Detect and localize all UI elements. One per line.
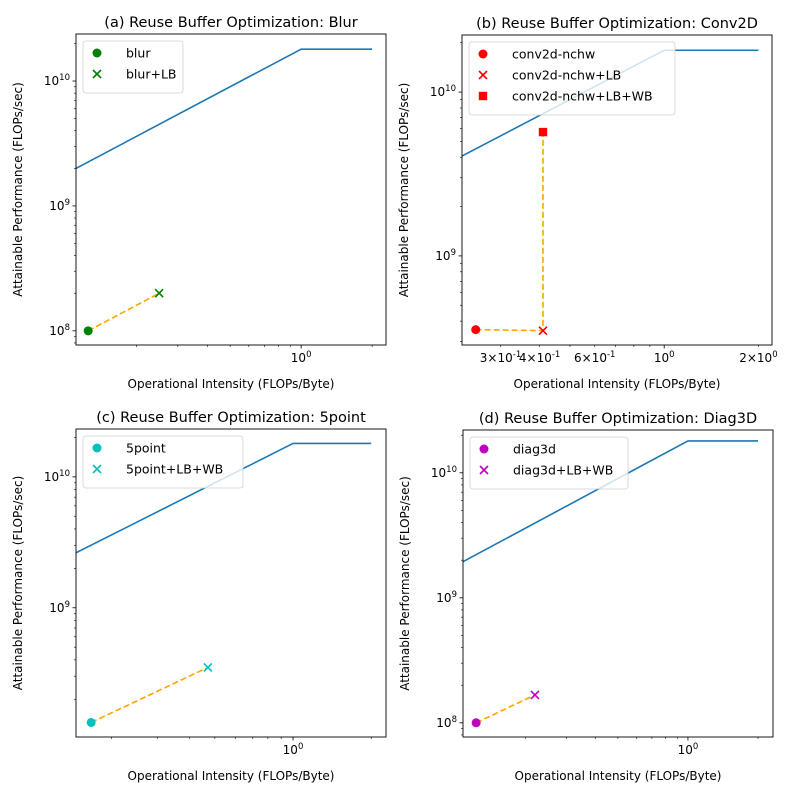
legend-box xyxy=(82,435,244,489)
subplot-title: (c) Reuse Buffer Optimization: 5point xyxy=(96,410,366,426)
data-point-diag3d+LB+WB-stroke xyxy=(530,690,540,700)
y-tick-label: 108 xyxy=(436,715,457,730)
data-point-conv2d-nchw xyxy=(471,325,481,335)
data-point-conv2d-nchw+LB+WB xyxy=(538,127,548,137)
legend-label: conv2d-nchw+LB xyxy=(512,68,621,83)
legend-label: conv2d-nchw xyxy=(512,47,595,62)
data-point-diag3d+LB+WB xyxy=(530,690,540,700)
x-tick-label: 2×100 xyxy=(739,350,777,365)
connector-line xyxy=(87,292,160,332)
legend-label: diag3d+LB+WB xyxy=(513,463,613,478)
data-point-conv2d-nchw+LB-stroke xyxy=(538,326,548,336)
legend-marker-conv2d-nchw xyxy=(478,49,488,59)
legend-label: conv2d-nchw+LB+WB xyxy=(512,89,653,104)
y-tick-label: 109 xyxy=(49,600,70,615)
legend-label: blur xyxy=(126,46,151,61)
connector-line xyxy=(475,132,544,332)
y-axis-label: Attainable Performance (FLOPs/sec) xyxy=(398,476,412,691)
subplot-title: (b) Reuse Buffer Optimization: Conv2D xyxy=(476,16,758,32)
legend-box xyxy=(468,41,676,116)
x-axis-label: Operational Intensity (FLOPs/Byte) xyxy=(128,377,335,391)
legend: conv2d-nchw conv2d-nchw+LB conv2d-nchw+LB+… xyxy=(468,41,676,116)
axes-frame xyxy=(75,428,387,738)
y-tick-label: 109 xyxy=(49,198,70,213)
legend-marker-5point+LB+WB-stroke xyxy=(92,464,102,474)
subplot-d: (d) Reuse Buffer Optimization: Diag3D 100… xyxy=(398,411,774,783)
legend-box xyxy=(82,40,184,94)
subplot-c: (c) Reuse Buffer Optimization: 5point 100… xyxy=(11,410,387,783)
plot-area xyxy=(76,48,373,336)
data-point-blur+LB xyxy=(154,288,164,298)
legend-marker-diag3d+LB+WB xyxy=(479,465,489,475)
legend-label: diag3d xyxy=(513,442,556,457)
legend-marker-diag3d xyxy=(479,444,489,454)
x-axis-label: Operational Intensity (FLOPs/Byte) xyxy=(515,769,722,783)
legend: diag3d diag3d+LB+WB xyxy=(469,436,629,490)
legend-box xyxy=(469,436,629,490)
legend-marker-conv2d-nchw+LB+WB xyxy=(478,91,488,101)
data-point-5point+LB+WB-stroke xyxy=(203,662,213,673)
legend-marker-conv2d-nchw+LB-stroke xyxy=(478,70,488,80)
legend-marker-conv2d-nchw+LB xyxy=(478,70,488,80)
y-tick-label: 1010 xyxy=(44,73,70,88)
x-tick-label: 4×10-1 xyxy=(519,350,560,365)
roofline xyxy=(76,48,373,170)
roofline xyxy=(463,440,758,563)
x-axis-label: Operational Intensity (FLOPs/Byte) xyxy=(514,377,721,391)
legend-marker-5point+LB+WB xyxy=(92,464,102,474)
plot-area xyxy=(463,440,758,728)
subplot-title: (a) Reuse Buffer Optimization: Blur xyxy=(104,15,357,31)
connector-line xyxy=(90,666,209,724)
data-point-blur xyxy=(83,326,93,336)
legend-label: 5point xyxy=(126,441,166,456)
connector-line xyxy=(475,694,536,724)
legend: blur blur+LB xyxy=(82,40,184,94)
legend-marker-5point xyxy=(92,443,102,453)
legend-marker-blur xyxy=(92,48,102,58)
subplot-a: (a) Reuse Buffer Optimization: Blur 100 10… xyxy=(11,15,387,391)
roofline xyxy=(76,442,372,554)
subplot-title: (d) Reuse Buffer Optimization: Diag3D xyxy=(479,411,757,427)
y-tick-label: 1010 xyxy=(44,469,70,484)
x-tick-label: 6×10-1 xyxy=(574,350,615,365)
y-tick-label: 1010 xyxy=(430,84,456,99)
x-tick-label: 100 xyxy=(291,350,312,365)
legend-marker-blur+LB-stroke xyxy=(92,69,102,79)
y-tick-label: 109 xyxy=(435,248,456,263)
legend-label: blur+LB xyxy=(126,67,176,82)
y-axis-label: Attainable Performance (FLOPs/sec) xyxy=(11,82,25,297)
data-point-blur+LB-stroke xyxy=(154,288,164,298)
x-tick-label: 100 xyxy=(654,350,675,365)
x-tick-label: 100 xyxy=(283,742,304,757)
x-tick-label: 100 xyxy=(678,742,699,757)
data-point-diag3d xyxy=(471,718,481,728)
y-tick-label: 108 xyxy=(49,323,70,338)
data-point-5point+LB+WB xyxy=(203,662,213,673)
legend-marker-diag3d+LB+WB-stroke xyxy=(479,465,489,475)
y-axis-label: Attainable Performance (FLOPs/sec) xyxy=(397,83,411,298)
y-axis-label: Attainable Performance (FLOPs/sec) xyxy=(11,476,25,691)
axes-frame xyxy=(75,33,387,346)
axes-frame xyxy=(462,429,774,738)
legend: 5point 5point+LB+WB xyxy=(82,435,244,489)
y-tick-label: 1010 xyxy=(431,465,457,480)
subplot-b: (b) Reuse Buffer Optimization: Conv2D 3×1… xyxy=(397,16,778,391)
plot-area xyxy=(76,442,372,727)
axes-frame xyxy=(461,34,773,346)
legend-marker-blur+LB xyxy=(92,69,102,79)
legend-label: 5point+LB+WB xyxy=(126,462,223,477)
y-tick-label: 109 xyxy=(436,590,457,605)
x-axis-label: Operational Intensity (FLOPs/Byte) xyxy=(128,769,335,783)
x-tick-label: 3×10-1 xyxy=(480,350,521,365)
data-point-conv2d-nchw+LB xyxy=(538,326,548,336)
data-point-5point xyxy=(86,717,96,727)
